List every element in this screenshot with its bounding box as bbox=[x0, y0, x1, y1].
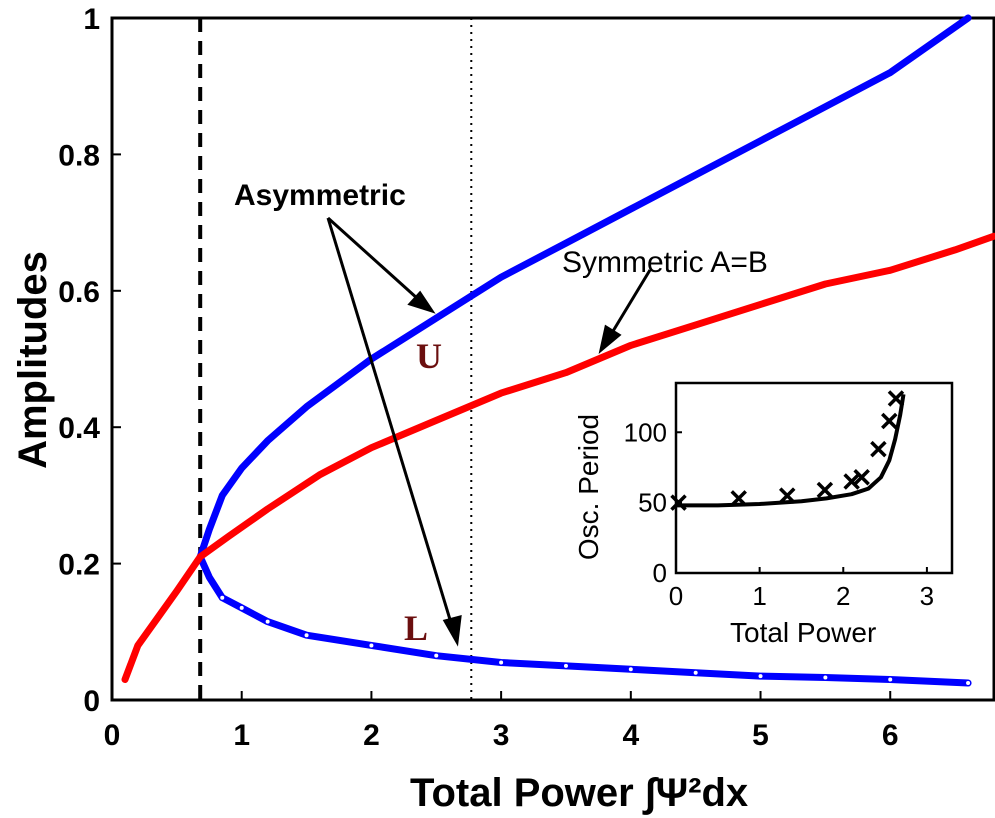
arrowhead-symmetric bbox=[598, 324, 622, 354]
arrow-asymmetric-to-u bbox=[326, 216, 430, 310]
annotation-arrows bbox=[326, 216, 652, 647]
y-tick-label: 1 bbox=[83, 3, 100, 36]
series-point-l bbox=[693, 670, 698, 675]
inset-series-marker bbox=[843, 473, 860, 490]
main-ticks: 0 1 2 3 4 5 6 0 0.2 0.4 0.6 0.8 1 bbox=[58, 3, 898, 752]
main-plot-frame bbox=[110, 16, 995, 702]
series-point-l bbox=[239, 605, 244, 610]
series-line-u bbox=[196, 14, 972, 561]
series-point-l bbox=[823, 675, 828, 680]
series-point-l bbox=[758, 674, 763, 679]
series-point-l bbox=[628, 667, 633, 672]
inset-background bbox=[670, 383, 952, 573]
inset-series-marker bbox=[853, 469, 870, 486]
inset-x-tick-label: 2 bbox=[836, 581, 850, 611]
y-tick-label: 0.4 bbox=[58, 412, 100, 445]
x-axis-label: Total Power ∫Ψ²dx bbox=[410, 771, 748, 815]
series-point-l bbox=[499, 660, 504, 665]
annotation-asymmetric: Asymmetric bbox=[234, 179, 406, 212]
x-tick-label: 3 bbox=[493, 719, 510, 752]
y-tick-label: 0.2 bbox=[58, 549, 100, 582]
series-point-l bbox=[434, 653, 439, 658]
inset-series-marker bbox=[778, 487, 796, 504]
main-reference-lines bbox=[198, 18, 473, 700]
inset-y-axis-label: Osc. Period bbox=[573, 414, 604, 560]
x-tick-label: 2 bbox=[363, 719, 380, 752]
x-tick-label: 0 bbox=[104, 719, 121, 752]
inset-series-curve bbox=[676, 393, 906, 508]
inset-series-marker bbox=[670, 494, 687, 511]
inset-series-marker bbox=[730, 490, 747, 507]
x-tick-label: 1 bbox=[233, 719, 250, 752]
y-axis-label: Amplitudes bbox=[11, 251, 55, 469]
inset-series-marker bbox=[881, 412, 898, 430]
inset-series bbox=[670, 390, 906, 511]
series-point-l bbox=[304, 633, 309, 638]
inset-plot-frame bbox=[674, 381, 954, 575]
x-tick-label: 4 bbox=[622, 719, 639, 752]
inset-y-tick-label: 50 bbox=[638, 488, 667, 518]
inset-x-tick-label: 3 bbox=[920, 581, 934, 611]
inset-y-tick-label: 100 bbox=[624, 417, 667, 447]
series-point-l bbox=[220, 595, 225, 600]
inset-series-marker bbox=[887, 390, 905, 407]
inset-x-tick-label: 1 bbox=[752, 581, 766, 611]
y-tick-label: 0.8 bbox=[58, 139, 100, 172]
series-line-symmetric bbox=[121, 232, 995, 683]
x-tick-label: 5 bbox=[752, 719, 769, 752]
series-point-l bbox=[369, 643, 374, 648]
y-tick-label: 0.6 bbox=[58, 276, 100, 309]
series-line-l bbox=[196, 553, 972, 687]
x-tick-label: 6 bbox=[882, 719, 899, 752]
inset-x-axis-label: Total Power bbox=[730, 617, 876, 648]
annotation-u: U bbox=[416, 336, 442, 376]
y-tick-label: 0 bbox=[83, 685, 100, 718]
inset-y-tick-label: 0 bbox=[653, 558, 667, 588]
arrow-asymmetric-to-l bbox=[326, 217, 457, 637]
series-point-l bbox=[966, 680, 971, 685]
series-point-l bbox=[888, 677, 893, 682]
annotation-symmetric: Symmetric A=B bbox=[562, 246, 768, 279]
inset-series-marker bbox=[816, 481, 834, 499]
annotation-l: L bbox=[404, 608, 428, 648]
inset-x-tick-label: 0 bbox=[669, 581, 683, 611]
inset-ticks: 0 1 2 3 0 50 100 bbox=[624, 417, 935, 611]
arrowhead-u bbox=[407, 290, 436, 314]
inset-series-marker bbox=[870, 440, 887, 458]
main-series bbox=[121, 14, 995, 687]
series-point-l bbox=[265, 619, 270, 624]
arrowhead-l bbox=[442, 614, 462, 647]
series-point-l bbox=[563, 663, 568, 668]
